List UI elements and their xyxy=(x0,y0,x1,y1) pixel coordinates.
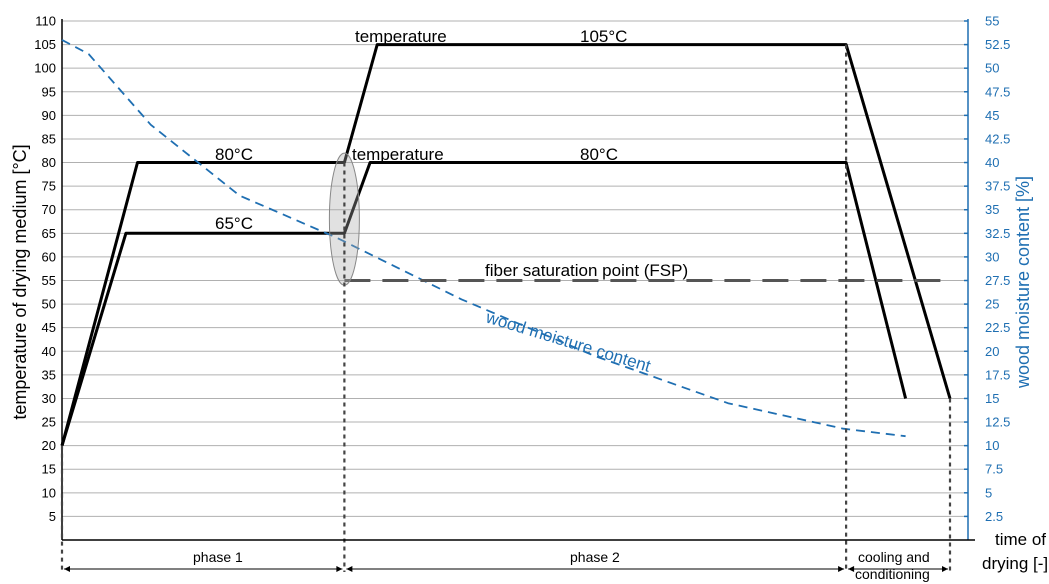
left-tick-label: 15 xyxy=(42,462,56,477)
right-axis-ticks: 2.5 5 7.5 10 12.5 15 17.5 20 22.5 25 27.5 30 32.5 35 3… xyxy=(964,14,1010,540)
right-tick-label: 52.5 xyxy=(985,37,1010,52)
arrow-head-left xyxy=(848,566,855,572)
left-tick-label: 80 xyxy=(42,155,56,170)
series-line-2 xyxy=(61,39,906,438)
right-tick-label: 10 xyxy=(985,438,999,453)
label-65c: 65°C xyxy=(215,214,253,233)
left-tick-label: 5 xyxy=(49,509,56,524)
right-tick-label: 5 xyxy=(985,485,992,500)
left-tick-label: 90 xyxy=(42,108,56,123)
left-tick-label: 30 xyxy=(42,391,56,406)
left-tick-label: 85 xyxy=(42,131,56,146)
label-wood-moisture: wood moisture content xyxy=(483,307,653,376)
left-tick-label: 100 xyxy=(34,61,56,76)
cooling-label-line2: conditioning xyxy=(855,566,930,582)
left-tick-label: 50 xyxy=(42,297,56,312)
label-105c: 105°C xyxy=(580,27,627,46)
left-tick-label: 60 xyxy=(42,249,56,264)
left-tick-label: 110 xyxy=(35,14,56,29)
label-temperature-top: temperature xyxy=(355,27,447,46)
series-line-0 xyxy=(60,43,952,446)
left-tick-label: 45 xyxy=(42,320,56,335)
x-axis-title-line1: time of xyxy=(995,530,1046,549)
arrow-head-right xyxy=(942,566,948,572)
right-tick-label: 35 xyxy=(985,202,999,217)
cooling-label-line1: cooling and xyxy=(858,549,930,565)
right-tick-label: 50 xyxy=(985,61,999,76)
label-temperature-mid: temperature xyxy=(352,145,444,164)
right-tick-label: 17.5 xyxy=(985,367,1010,382)
x-axis-title-line2: drying [-] xyxy=(982,554,1048,573)
right-tick-label: 45 xyxy=(985,108,999,123)
left-tick-label: 25 xyxy=(42,415,56,430)
left-tick-label: 65 xyxy=(42,226,56,241)
series-line-1 xyxy=(60,161,908,447)
right-tick-label: 25 xyxy=(985,297,999,312)
right-tick-label: 40 xyxy=(985,155,999,170)
right-tick-label: 55 xyxy=(985,14,999,29)
right-tick-label: 42.5 xyxy=(985,131,1010,146)
series-lines xyxy=(60,39,952,447)
right-axis-title: wood moisture content [%] xyxy=(1013,176,1033,389)
left-tick-label: 105 xyxy=(34,37,56,52)
right-tick-label: 27.5 xyxy=(985,273,1010,288)
right-tick-label: 12.5 xyxy=(985,415,1010,430)
left-axis-title: temperature of drying medium [°C] xyxy=(10,144,30,419)
phase-1-label: phase 1 xyxy=(193,549,243,565)
left-tick-label: 20 xyxy=(42,438,56,453)
x-axis xyxy=(60,44,975,572)
left-tick-label: 70 xyxy=(42,202,56,217)
right-tick-label: 37.5 xyxy=(985,179,1010,194)
right-tick-label: 30 xyxy=(985,249,999,264)
right-tick-label: 47.5 xyxy=(985,84,1010,99)
arrow-head-right xyxy=(838,566,845,572)
left-tick-label: 75 xyxy=(42,179,56,194)
label-80c-phase2: 80°C xyxy=(580,145,618,164)
left-tick-label: 10 xyxy=(42,485,56,500)
right-tick-label: 7.5 xyxy=(985,462,1003,477)
gridlines xyxy=(61,19,968,540)
left-tick-label: 95 xyxy=(42,84,56,99)
right-tick-label: 2.5 xyxy=(985,509,1003,524)
arrow-head-left xyxy=(346,566,353,572)
label-fsp: fiber saturation point (FSP) xyxy=(485,261,688,280)
right-tick-label: 15 xyxy=(985,391,999,406)
arrow-head-right xyxy=(336,566,343,572)
right-tick-label: 20 xyxy=(985,344,999,359)
left-tick-label: 40 xyxy=(42,344,56,359)
right-tick-label: 32.5 xyxy=(985,226,1010,241)
arrow-head-left xyxy=(64,566,70,572)
right-tick-label: 22.5 xyxy=(985,320,1010,335)
phase-2-label: phase 2 xyxy=(570,549,620,565)
left-axis-ticks: 5 10 15 20 25 30 35 40 45 50 55 60 65 70 75 80 85 90 95 100… xyxy=(34,14,56,524)
left-tick-label: 55 xyxy=(42,273,56,288)
label-80c-phase1: 80°C xyxy=(215,145,253,164)
left-tick-label: 35 xyxy=(42,367,56,382)
